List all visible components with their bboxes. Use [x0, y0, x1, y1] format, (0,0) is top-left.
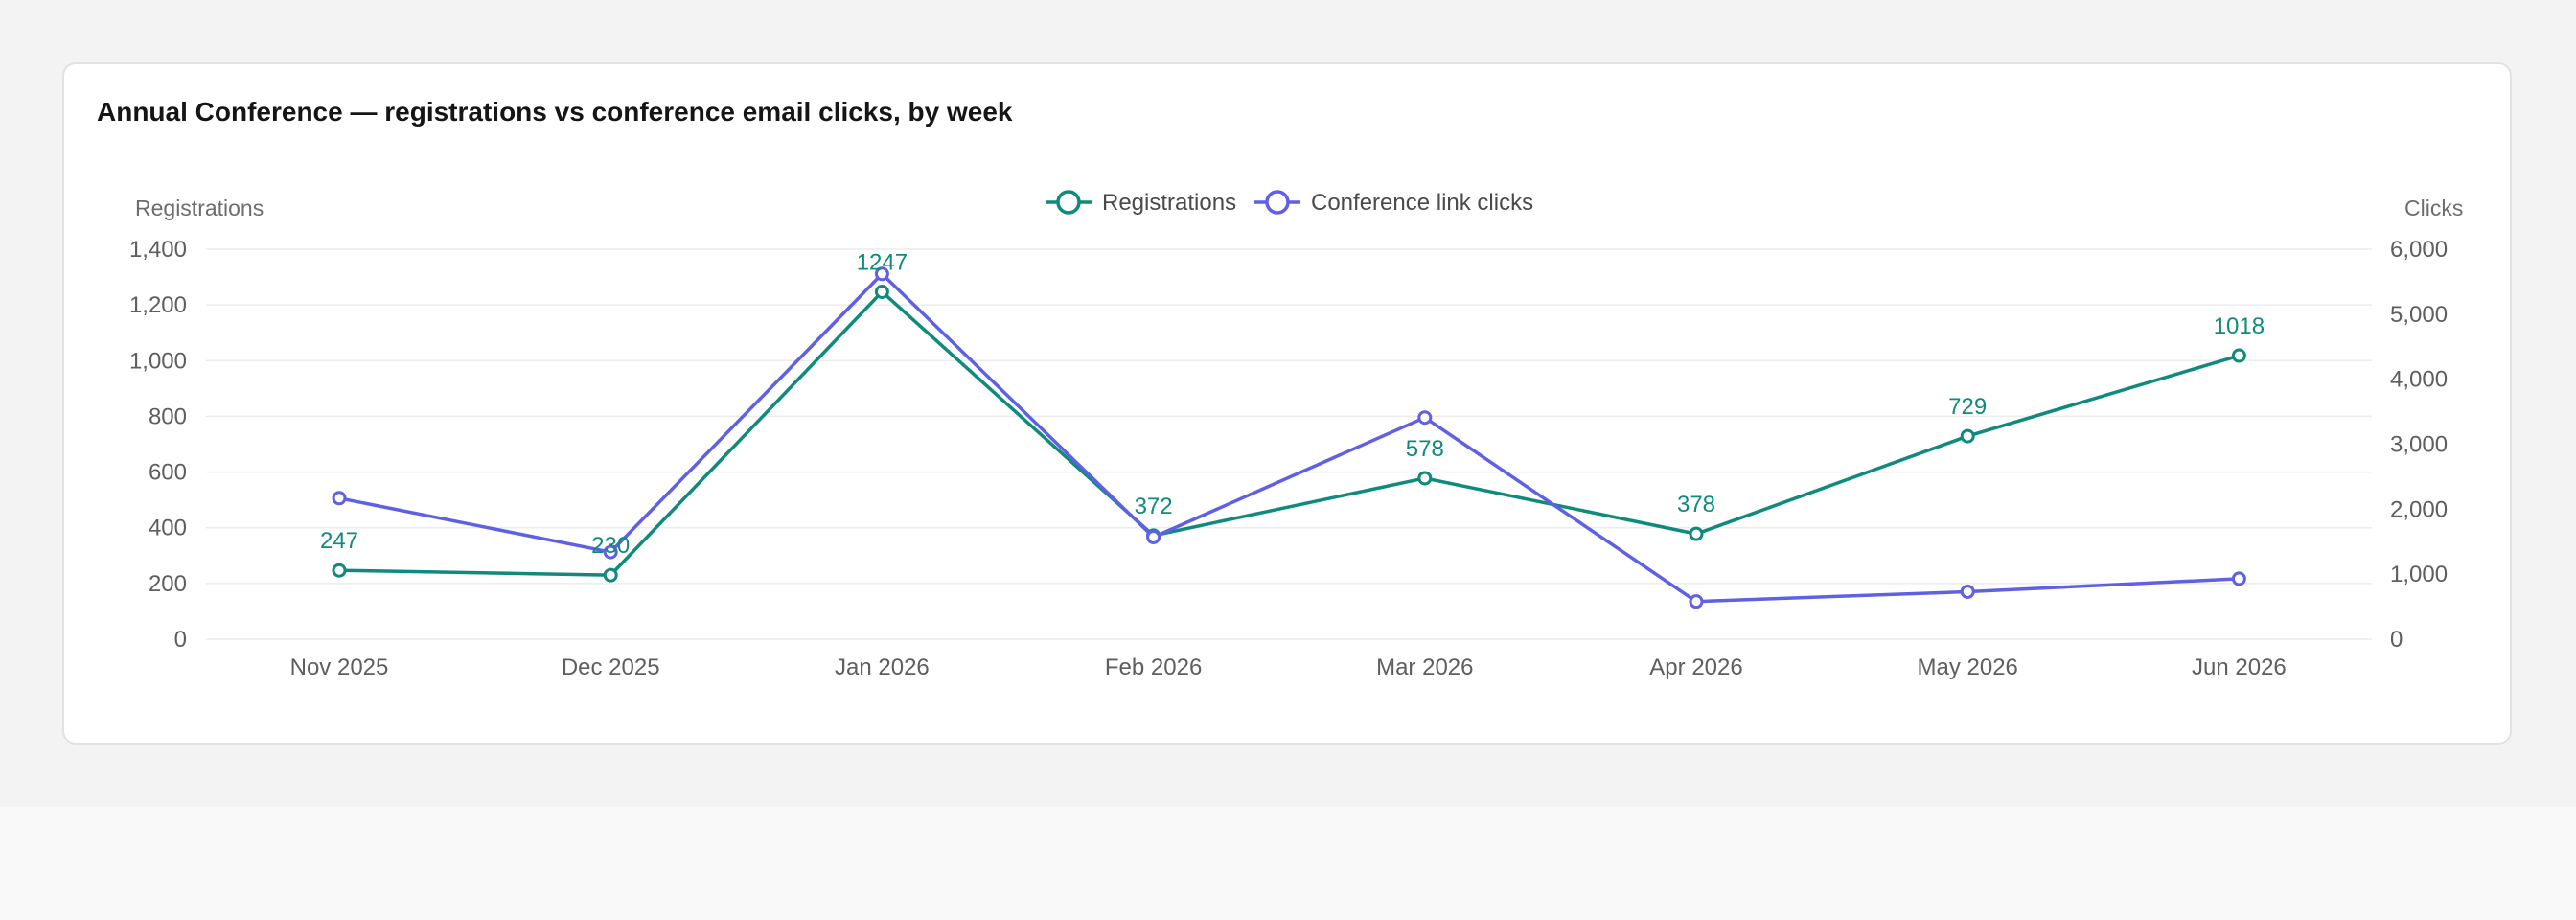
y-right-tick-label: 4,000	[2390, 367, 2448, 393]
x-tick-label: Jan 2026	[835, 655, 930, 680]
data-point-registrations[interactable]	[1417, 471, 1433, 486]
data-point-clicks[interactable]	[1417, 410, 1433, 426]
y-right-tick-label: 1,000	[2390, 562, 2448, 587]
y-right-tick-label: 0	[2390, 627, 2403, 653]
y-left-tick-label: 0	[174, 627, 187, 653]
y-right-axis-title: Clicks	[2404, 196, 2463, 220]
y-right-tick-label: 6,000	[2390, 237, 2448, 263]
y-left-tick-label: 200	[149, 571, 187, 597]
data-label-registrations: 1247	[857, 249, 908, 275]
chart-svg: 0 200 400 600 800 1,000 1,200 1,400 0 1,000 2,000 3…	[129, 190, 2463, 680]
data-labels: 247 230 1247 372 578 378 729 1018	[320, 249, 2265, 559]
x-tick-label: Nov 2025	[290, 655, 389, 680]
data-point-registrations[interactable]	[603, 567, 618, 583]
axes: 0 200 400 600 800 1,000 1,200 1,400 0 1,000 2,000 3…	[129, 196, 2463, 680]
data-point-clicks[interactable]	[1146, 530, 1162, 545]
series-line-registrations	[338, 289, 2240, 577]
data-point-registrations[interactable]	[1689, 526, 1704, 541]
legend-label: Conference link clicks	[1311, 190, 1533, 216]
data-point-clicks[interactable]	[1960, 584, 1975, 599]
y-left-tick-label: 400	[149, 516, 187, 541]
legend[interactable]: Registrations Conference link clicks	[1046, 190, 1533, 216]
data-label-registrations: 578	[1406, 436, 1444, 462]
data-label-registrations: 378	[1677, 492, 1715, 518]
legend-item-registrations[interactable]: Registrations	[1046, 190, 1236, 216]
x-tick-label: May 2026	[1917, 655, 2017, 680]
data-label-registrations: 372	[1135, 494, 1173, 519]
data-label-registrations: 1018	[2214, 313, 2265, 339]
gridlines	[206, 248, 2372, 640]
data-point-registrations[interactable]	[1960, 428, 1975, 444]
legend-swatch-marker	[1265, 190, 1290, 215]
x-tick-label: Dec 2025	[562, 655, 660, 680]
legend-label: Registrations	[1102, 190, 1236, 216]
x-tick-label: Feb 2026	[1105, 655, 1202, 680]
y-left-tick-label: 1,000	[129, 348, 187, 374]
chart-title: Annual Conference — registrations vs con…	[97, 97, 1013, 126]
data-label-registrations: 247	[320, 528, 358, 554]
y-left-tick-label: 1,400	[129, 237, 187, 263]
y-right-tick-label: 3,000	[2390, 432, 2448, 458]
data-point-registrations[interactable]	[2231, 348, 2246, 363]
data-label-registrations: 729	[1948, 394, 1987, 420]
data-point-registrations[interactable]	[874, 284, 889, 299]
data-point-registrations[interactable]	[332, 563, 347, 578]
y-left-tick-label: 800	[149, 403, 187, 429]
y-right-tick-label: 2,000	[2390, 496, 2448, 522]
y-left-tick-label: 600	[149, 460, 187, 486]
data-point-clicks[interactable]	[1689, 594, 1704, 610]
y-right-tick-label: 5,000	[2390, 302, 2448, 328]
data-point-clicks[interactable]	[332, 491, 347, 506]
y-left-axis-title: Registrations	[135, 196, 264, 220]
x-tick-label: Jun 2026	[2192, 655, 2287, 680]
data-point-clicks[interactable]	[2231, 571, 2246, 586]
y-left-tick-label: 1,200	[129, 292, 187, 318]
data-point-clicks[interactable]	[874, 266, 889, 282]
series-line-clicks	[338, 272, 2240, 604]
legend-item-clicks[interactable]: Conference link clicks	[1254, 190, 1533, 216]
data-label-registrations: 230	[591, 533, 630, 559]
x-tick-label: Apr 2026	[1649, 655, 1742, 680]
data-point-clicks[interactable]	[603, 544, 618, 560]
chart-card: Annual Conference — registrations vs con…	[62, 62, 2512, 745]
x-tick-label: Mar 2026	[1376, 655, 1473, 680]
legend-swatch-marker	[1056, 190, 1081, 215]
series	[332, 266, 2246, 610]
